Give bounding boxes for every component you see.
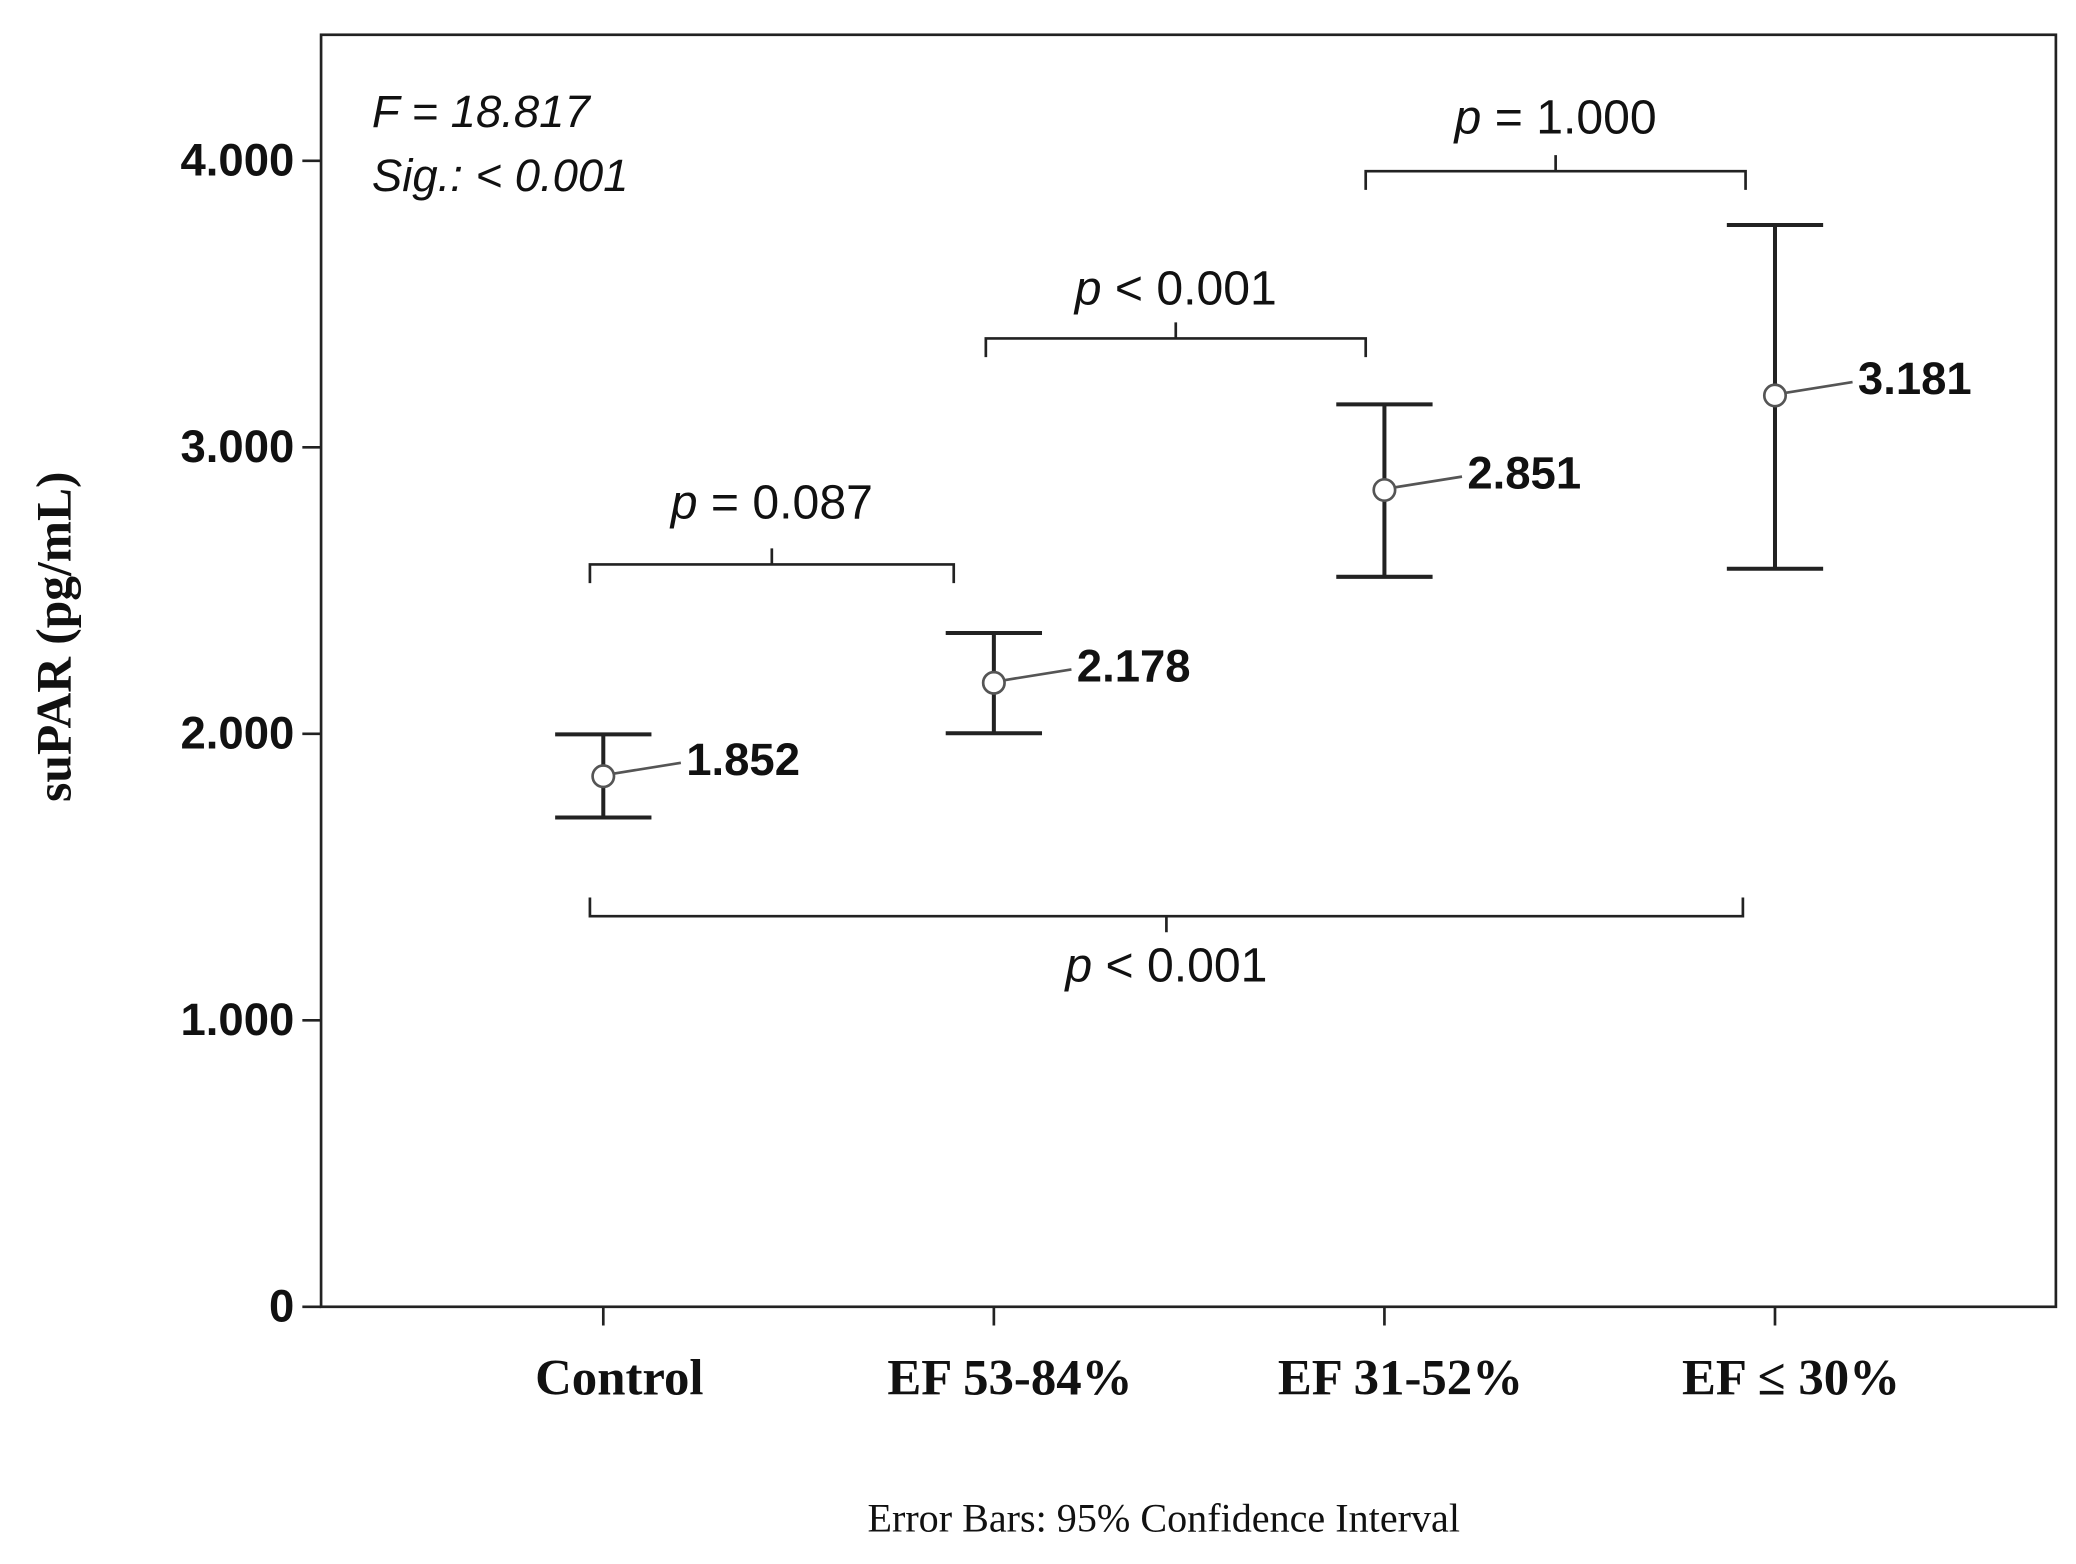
y-tick-label: 1.000 — [181, 994, 295, 1045]
bracket — [588, 548, 956, 584]
bracket — [984, 322, 1368, 358]
x-tick-label: EF 53-84% — [887, 1350, 1132, 1406]
p-text: < 0.001 — [1115, 261, 1277, 315]
y-axis-label: suPAR (pg/mL) — [26, 472, 81, 802]
label-leader — [613, 761, 682, 775]
p-value: p = 0.087 — [669, 475, 873, 529]
p-value: p < 0.001 — [1073, 261, 1277, 315]
mean-point — [591, 764, 616, 789]
label-leader — [1785, 380, 1853, 395]
stat-sig: Sig.: < 0.001 — [372, 150, 629, 201]
p-text: < 0.001 — [1105, 938, 1267, 992]
x-tick-label: EF ≤ 30% — [1682, 1350, 1900, 1406]
p-symbol: p — [1063, 938, 1092, 992]
x-tick-label: EF 31-52% — [1278, 1350, 1523, 1406]
p-symbol: p — [1453, 90, 1482, 144]
p-value: p = 1.000 — [1453, 90, 1657, 144]
footer-note: Error Bars: 95% Confidence Interval — [867, 1495, 1460, 1540]
value-label: 1.852 — [686, 734, 800, 785]
label-leader — [1004, 668, 1072, 682]
value-label: 2.178 — [1077, 640, 1191, 691]
p-symbol: p — [669, 475, 698, 529]
y-tick-label: 4.000 — [181, 135, 295, 186]
p-text: = 0.087 — [711, 475, 873, 529]
y-tick-label: 2.000 — [181, 708, 295, 759]
y-tick-label: 3.000 — [181, 421, 295, 472]
mean-point — [1372, 477, 1397, 503]
bracket — [1364, 155, 1747, 190]
label-leader — [1394, 475, 1463, 489]
value-label: 2.851 — [1467, 448, 1581, 499]
x-tick-label: Control — [535, 1350, 703, 1406]
y-tick-label: 0 — [269, 1280, 294, 1331]
value-label: 3.181 — [1858, 353, 1972, 404]
mean-point — [1762, 383, 1788, 408]
bracket — [588, 897, 1745, 933]
plot-frame — [319, 33, 2058, 1309]
mean-point — [981, 670, 1006, 695]
stat-f: F = 18.817 — [372, 86, 592, 137]
p-symbol: p — [1073, 261, 1102, 315]
p-value: p < 0.001 — [1063, 938, 1267, 992]
p-text: = 1.000 — [1495, 90, 1657, 144]
